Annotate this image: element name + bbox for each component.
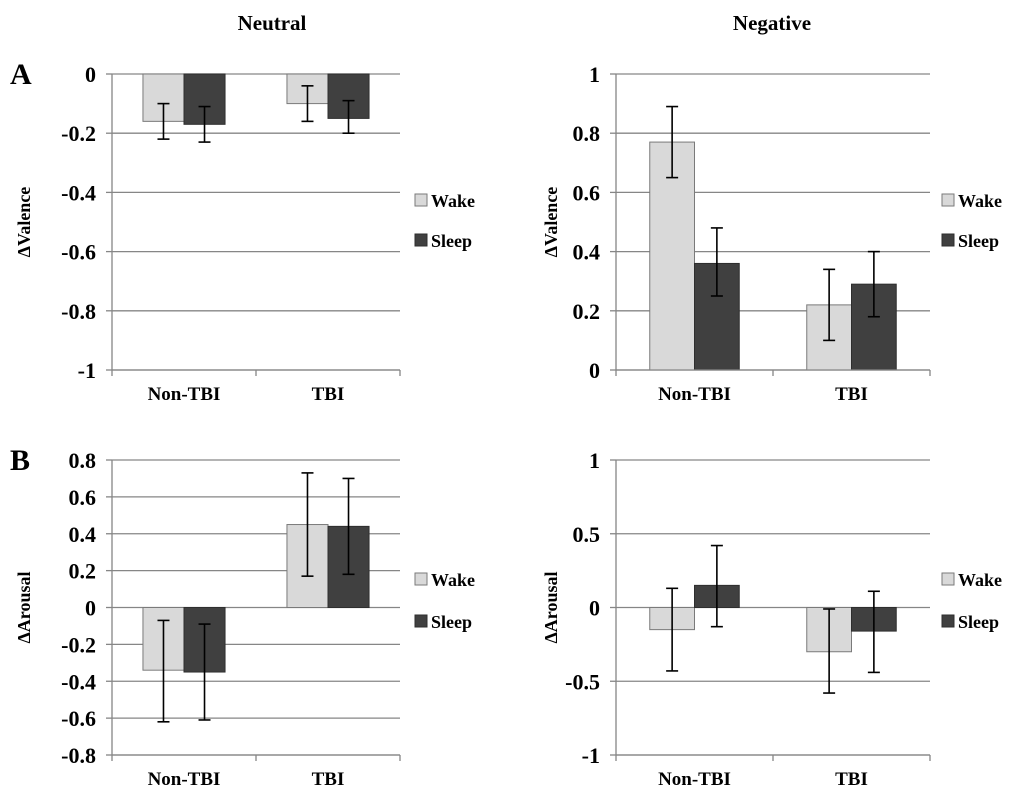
y-tick-label: -0.4	[61, 180, 96, 205]
y-tick-label: -0.2	[61, 121, 96, 146]
y-axis-label: ΔArousal	[14, 572, 34, 644]
legend-label-wake: Wake	[958, 570, 1002, 590]
legend-swatch-sleep	[414, 614, 428, 628]
x-tick-label: Non-TBI	[658, 384, 731, 405]
chart-panel-B-negative: 1 0.5 0 -0.5 -1 Non-TBI TBI ΔArousal Wake Sleep	[541, 448, 1002, 790]
legend-label-wake: Wake	[431, 570, 475, 590]
y-tick-label: 0	[85, 62, 96, 87]
y-axis-label: ΔArousal	[541, 572, 561, 644]
x-tick-label: TBI	[312, 769, 345, 790]
y-tick-label: 1	[589, 448, 600, 473]
y-tick-label: -0.6	[61, 706, 96, 731]
bar-wake-non-tbi	[649, 141, 696, 371]
legend-swatch-sleep	[941, 614, 955, 628]
legend-swatch-wake	[941, 572, 955, 586]
y-tick-label: 1	[589, 62, 600, 87]
column-title-negative: Negative	[733, 11, 811, 35]
x-tick-label: TBI	[835, 769, 868, 790]
y-tick-label: -0.8	[61, 743, 96, 768]
x-tick-label: Non-TBI	[148, 769, 221, 790]
row-label-b: B	[10, 444, 30, 477]
chart-panel-B-neutral: 0.8 0.6 0.4 0.2 0 -0.2 -0.4 -0.6 -0.8 Non-TBI TBI Δ…	[14, 448, 475, 790]
y-tick-label: 0.2	[69, 559, 97, 584]
y-tick-label: 0.8	[69, 448, 97, 473]
x-tick-label: Non-TBI	[658, 769, 731, 790]
y-tick-label: -0.8	[61, 299, 96, 324]
y-tick-label: 0.5	[573, 522, 601, 547]
legend-swatch-wake	[414, 193, 428, 207]
panels: 0 -0.2 -0.4 -0.6 -0.8 -1 Non-TBI TBI ΔValence Wak…	[14, 62, 1002, 790]
y-tick-label: -0.4	[61, 669, 96, 694]
y-tick-label: 0.6	[573, 180, 601, 205]
y-tick-label: 0	[589, 596, 600, 621]
y-tick-label: 0.6	[69, 485, 97, 510]
row-label-a: A	[10, 58, 32, 91]
legend-label-sleep: Sleep	[431, 612, 472, 632]
legend-swatch-wake	[414, 572, 428, 586]
y-tick-label: 0	[85, 596, 96, 621]
legend-label-sleep: Sleep	[958, 612, 999, 632]
legend-swatch-sleep	[414, 233, 428, 247]
legend-label-wake: Wake	[431, 191, 475, 211]
chart-panel-A-negative: 1 0.8 0.6 0.4 0.2 0 Non-TBI TBI ΔValence Wake Slee…	[541, 62, 1002, 405]
y-tick-label: 0	[589, 358, 600, 383]
x-tick-label: TBI	[312, 384, 345, 405]
legend-swatch-wake	[941, 193, 955, 207]
x-tick-label: TBI	[835, 384, 868, 405]
y-tick-label: -1	[78, 358, 96, 383]
y-tick-label: -0.5	[565, 669, 600, 694]
y-tick-label: 0.2	[573, 299, 601, 324]
y-tick-label: -0.6	[61, 240, 96, 265]
x-tick-label: Non-TBI	[148, 384, 221, 405]
y-axis-label: ΔValence	[541, 187, 561, 258]
legend-label-wake: Wake	[958, 191, 1002, 211]
y-tick-label: 0.4	[573, 240, 601, 265]
chart-panel-A-neutral: 0 -0.2 -0.4 -0.6 -0.8 -1 Non-TBI TBI ΔValence Wak…	[14, 62, 475, 405]
legend-label-sleep: Sleep	[431, 231, 472, 251]
legend-label-sleep: Sleep	[958, 231, 999, 251]
y-tick-label: 0.8	[573, 121, 601, 146]
y-tick-label: -1	[582, 743, 600, 768]
legend-swatch-sleep	[941, 233, 955, 247]
y-axis-label: ΔValence	[14, 187, 34, 258]
column-title-neutral: Neutral	[238, 11, 307, 35]
y-tick-label: -0.2	[61, 632, 96, 657]
y-tick-label: 0.4	[69, 522, 97, 547]
